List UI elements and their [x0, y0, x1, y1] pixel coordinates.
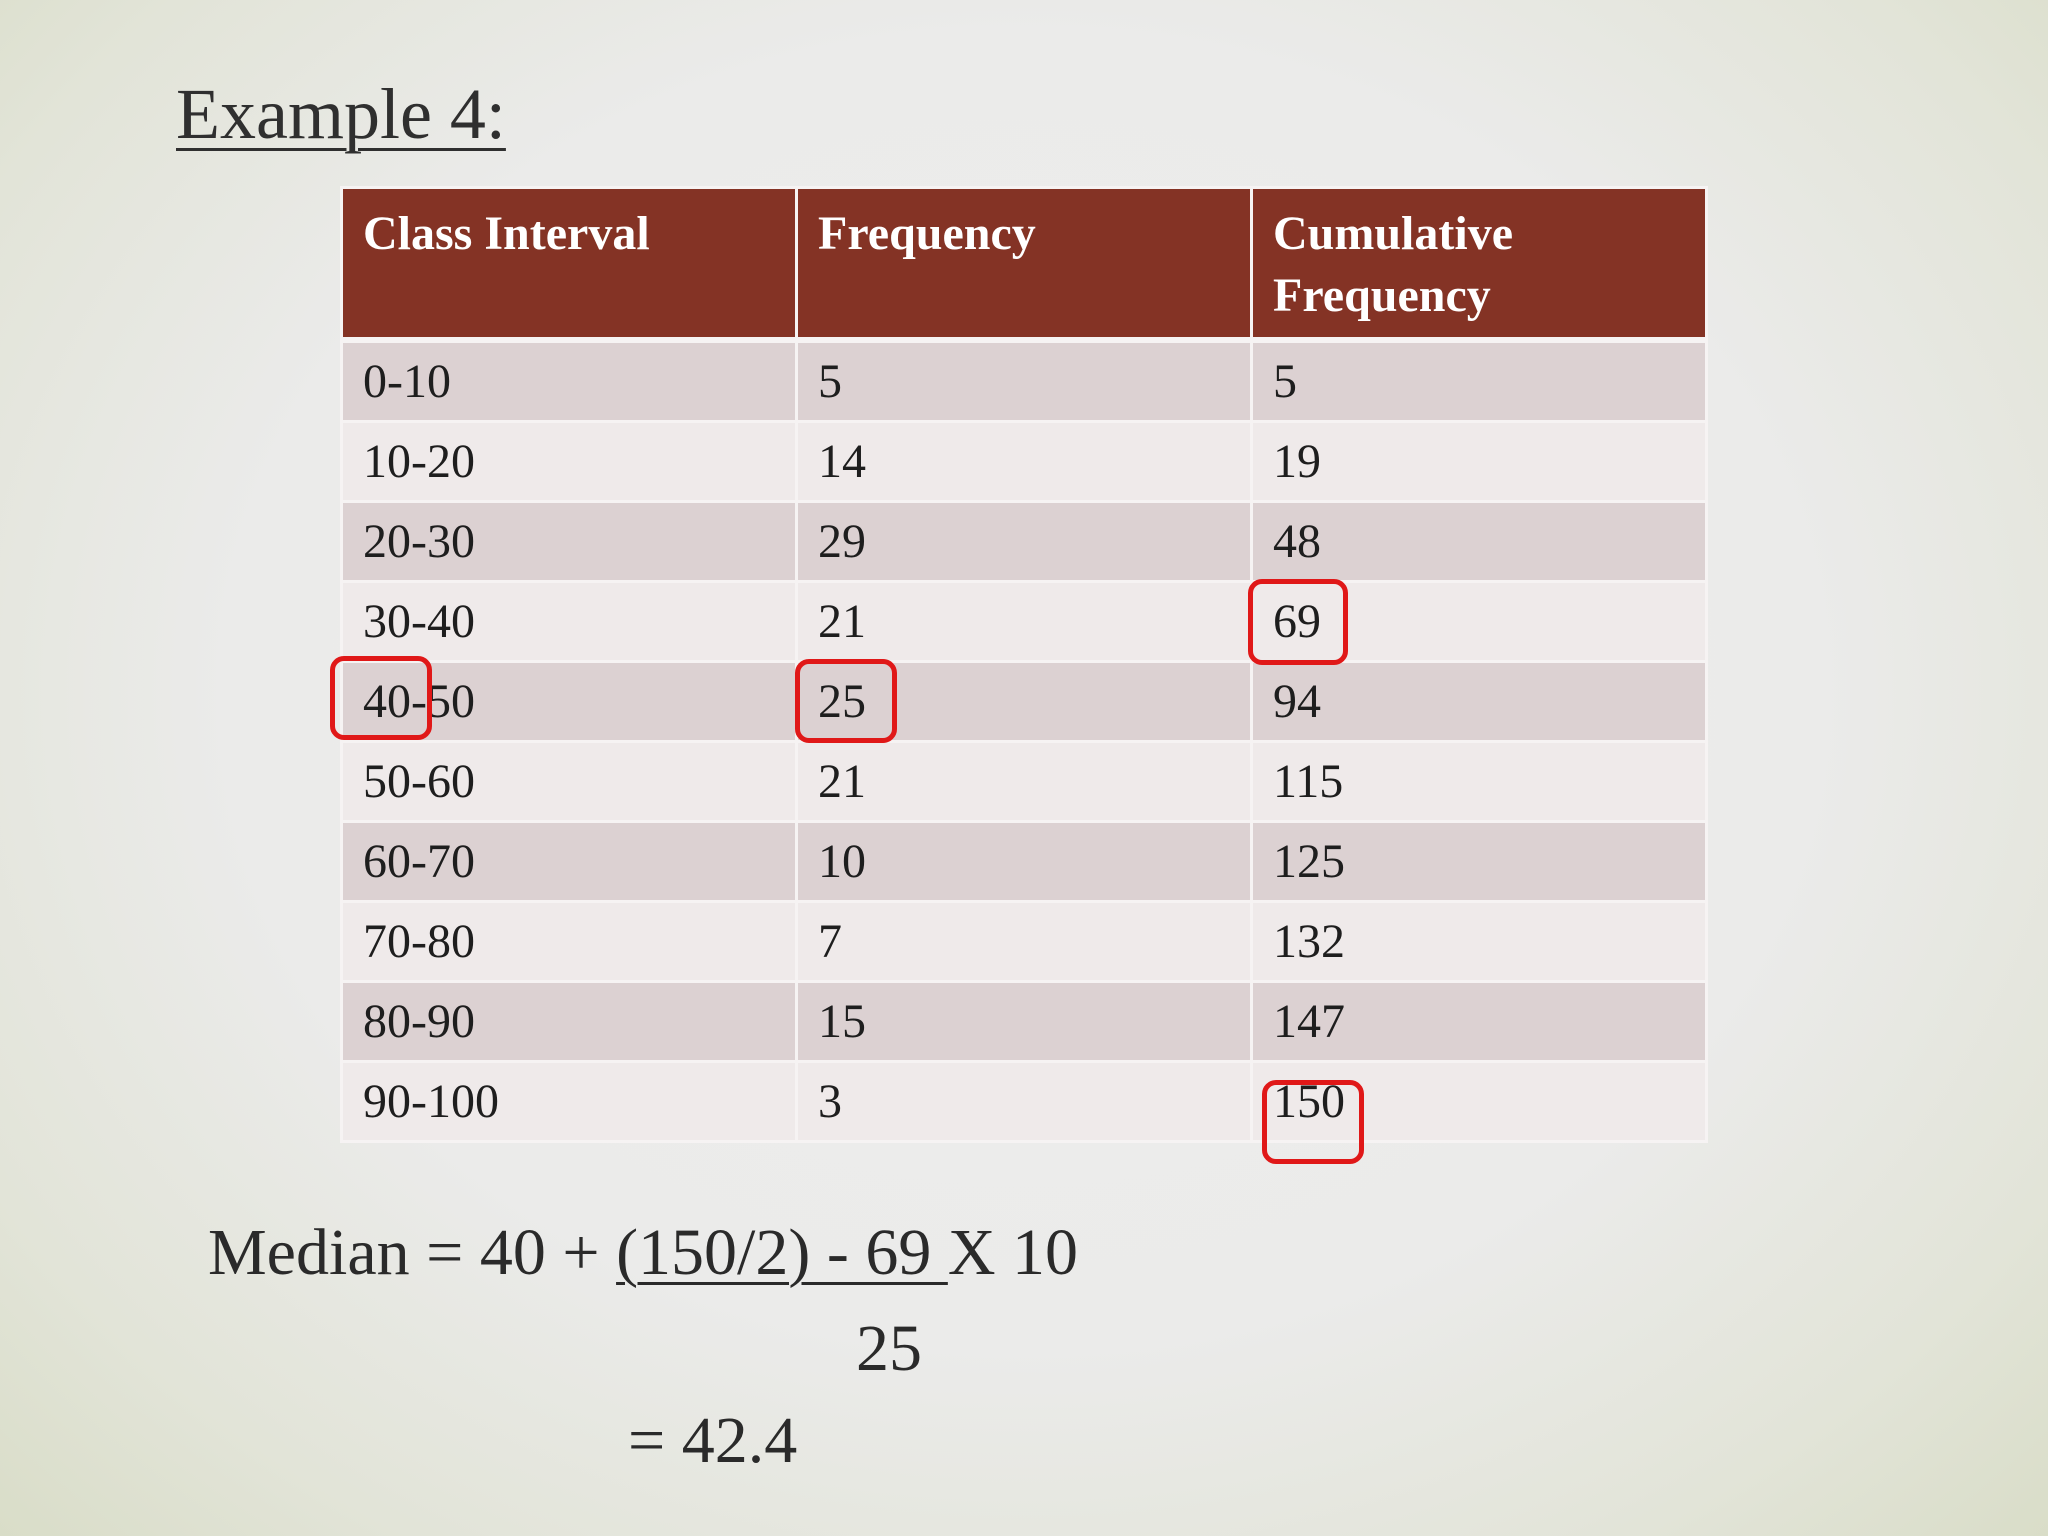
- cell-cumulative-frequency: 19: [1250, 420, 1708, 503]
- cell-frequency: 3: [795, 1060, 1253, 1143]
- table-row: 30-40 21 69: [340, 580, 1708, 663]
- highlight-box-frequency-25: [795, 659, 897, 743]
- cell-cumulative-frequency: 69: [1250, 580, 1708, 663]
- median-prefix: Median = 40 +: [208, 1216, 617, 1289]
- cell-cumulative-frequency: 115: [1250, 740, 1708, 823]
- highlight-box-class-40: [330, 656, 432, 740]
- header-frequency: Frequency: [795, 186, 1253, 342]
- cell-class-interval: 50-60: [340, 740, 798, 823]
- data-table: Class Interval Frequency Cumulative Freq…: [340, 186, 1708, 1143]
- cell-cumulative-frequency: 5: [1250, 338, 1708, 423]
- cell-frequency: 25: [795, 660, 1253, 743]
- cell-frequency: 29: [795, 500, 1253, 583]
- cell-class-interval: 30-40: [340, 580, 798, 663]
- table-row: 10-20 14 19: [340, 420, 1708, 503]
- median-numerator: (150/2) - 69: [616, 1216, 948, 1289]
- median-suffix: X 10: [947, 1216, 1079, 1289]
- cell-cumulative-frequency: 48: [1250, 500, 1708, 583]
- highlight-box-cumulative-69: [1248, 579, 1348, 665]
- cell-frequency: 7: [795, 900, 1253, 983]
- cell-class-interval: 70-80: [340, 900, 798, 983]
- frequency-table: Class Interval Frequency Cumulative Freq…: [340, 186, 1708, 1143]
- cell-cumulative-frequency: 147: [1250, 980, 1708, 1063]
- table-row: 80-90 15 147: [340, 980, 1708, 1063]
- cell-frequency: 21: [795, 740, 1253, 823]
- header-class-interval: Class Interval: [340, 186, 798, 342]
- slide-title: Example 4:: [176, 74, 506, 154]
- table-row: 90-100 3 150: [340, 1060, 1708, 1143]
- median-result: = 42.4: [628, 1404, 798, 1477]
- cell-class-interval: 80-90: [340, 980, 798, 1063]
- cell-cumulative-frequency: 125: [1250, 820, 1708, 903]
- table-row: 60-70 10 125: [340, 820, 1708, 903]
- table-row: 70-80 7 132: [340, 900, 1708, 983]
- cell-frequency: 14: [795, 420, 1253, 503]
- cell-class-interval: 60-70: [340, 820, 798, 903]
- cell-class-interval: 20-30: [340, 500, 798, 583]
- cell-class-interval: 10-20: [340, 420, 798, 503]
- median-formula: Median = 40 + (150/2) - 69 X 10: [208, 1220, 1078, 1286]
- cell-frequency: 5: [795, 338, 1253, 423]
- highlight-box-cumulative-150: [1262, 1080, 1364, 1164]
- table-row: 40-50 25 94: [340, 660, 1708, 743]
- cell-class-interval: 0-10: [340, 338, 798, 423]
- cell-class-interval: 90-100: [340, 1060, 798, 1143]
- table-row: 20-30 29 48: [340, 500, 1708, 583]
- cell-cumulative-frequency: 132: [1250, 900, 1708, 983]
- table-header-row: Class Interval Frequency Cumulative Freq…: [340, 186, 1708, 342]
- cell-frequency: 10: [795, 820, 1253, 903]
- table-row: 50-60 21 115: [340, 740, 1708, 823]
- header-cumulative-frequency: Cumulative Frequency: [1250, 186, 1708, 342]
- cell-frequency: 21: [795, 580, 1253, 663]
- cell-cumulative-frequency: 94: [1250, 660, 1708, 743]
- median-denominator: 25: [856, 1312, 922, 1385]
- cell-cumulative-frequency: 150: [1250, 1060, 1708, 1143]
- cell-frequency: 15: [795, 980, 1253, 1063]
- table-row: 0-10 5 5: [340, 338, 1708, 423]
